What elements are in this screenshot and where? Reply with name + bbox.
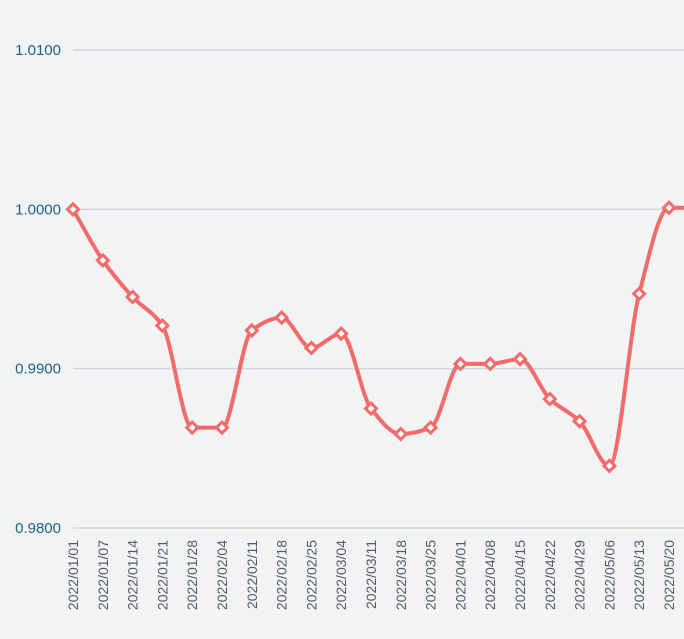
x-tick-label: 2022/05/13 — [631, 540, 647, 610]
series-line-path — [71, 205, 684, 468]
data-point-marker[interactable] — [482, 356, 498, 372]
data-point-marker[interactable] — [303, 340, 320, 356]
data-point-marker[interactable] — [393, 426, 409, 442]
data-point-marker[interactable] — [571, 413, 588, 429]
x-tick-label: 2022/03/04 — [333, 540, 349, 610]
x-tick-label: 2022/04/29 — [572, 540, 588, 610]
series-markers — [65, 200, 677, 474]
data-point-marker[interactable] — [422, 419, 439, 436]
data-point-marker[interactable] — [154, 318, 171, 334]
x-tick-label: 2022/01/07 — [95, 540, 111, 610]
x-tick-label: 2022/04/15 — [512, 540, 528, 610]
x-tick-label: 2022/01/28 — [184, 540, 200, 610]
data-point-marker[interactable] — [661, 200, 677, 216]
x-tick-label: 2022/03/25 — [423, 540, 439, 610]
data-point-marker[interactable] — [244, 322, 260, 339]
x-tick-label: 2022/04/22 — [542, 540, 558, 610]
data-point-marker[interactable] — [631, 286, 647, 302]
y-tick-label: 1.0100 — [15, 42, 61, 59]
x-tick-label: 2022/02/11 — [244, 540, 260, 609]
x-tick-label: 2022/02/18 — [274, 540, 290, 610]
x-tick-label: 2022/03/18 — [393, 540, 409, 610]
x-tick-label: 2022/02/25 — [303, 540, 319, 610]
y-axis-ticks: 0.9800 0.9900 1.0000 1.0100 — [15, 42, 61, 537]
x-tick-label: 2022/04/08 — [482, 540, 498, 610]
y-tick-label: 1.0000 — [15, 201, 61, 218]
data-point-marker[interactable] — [214, 419, 230, 436]
x-tick-label: 2022/02/04 — [214, 540, 230, 610]
x-axis-ticks: 2022/01/01 2022/01/07 2022/01/14 2022/01/21… — [65, 540, 677, 610]
data-point-marker[interactable] — [184, 419, 200, 436]
data-point-marker[interactable] — [333, 325, 349, 342]
data-point-marker[interactable] — [95, 252, 111, 268]
series-line — [71, 205, 684, 468]
x-tick-label: 2022/04/01 — [452, 540, 468, 610]
x-tick-label: 2022/05/20 — [661, 540, 677, 610]
data-point-marker[interactable] — [124, 289, 141, 305]
data-point-marker[interactable] — [542, 391, 558, 407]
data-point-marker[interactable] — [601, 458, 618, 474]
x-tick-label: 2022/01/21 — [154, 540, 170, 610]
x-tick-label: 2022/01/01 — [65, 540, 81, 610]
data-point-marker[interactable] — [363, 400, 379, 417]
x-tick-label: 2022/01/14 — [125, 540, 141, 610]
y-tick-label: 0.9900 — [15, 361, 61, 378]
data-point-marker[interactable] — [452, 356, 469, 372]
x-tick-label: 2022/05/06 — [601, 540, 617, 610]
x-tick-label: 2022/03/11 — [363, 540, 379, 609]
data-point-marker[interactable] — [512, 351, 528, 367]
data-point-marker[interactable] — [65, 201, 81, 217]
grid-lines — [73, 49, 684, 529]
data-point-marker[interactable] — [273, 310, 290, 326]
y-tick-label: 0.9800 — [15, 520, 61, 537]
